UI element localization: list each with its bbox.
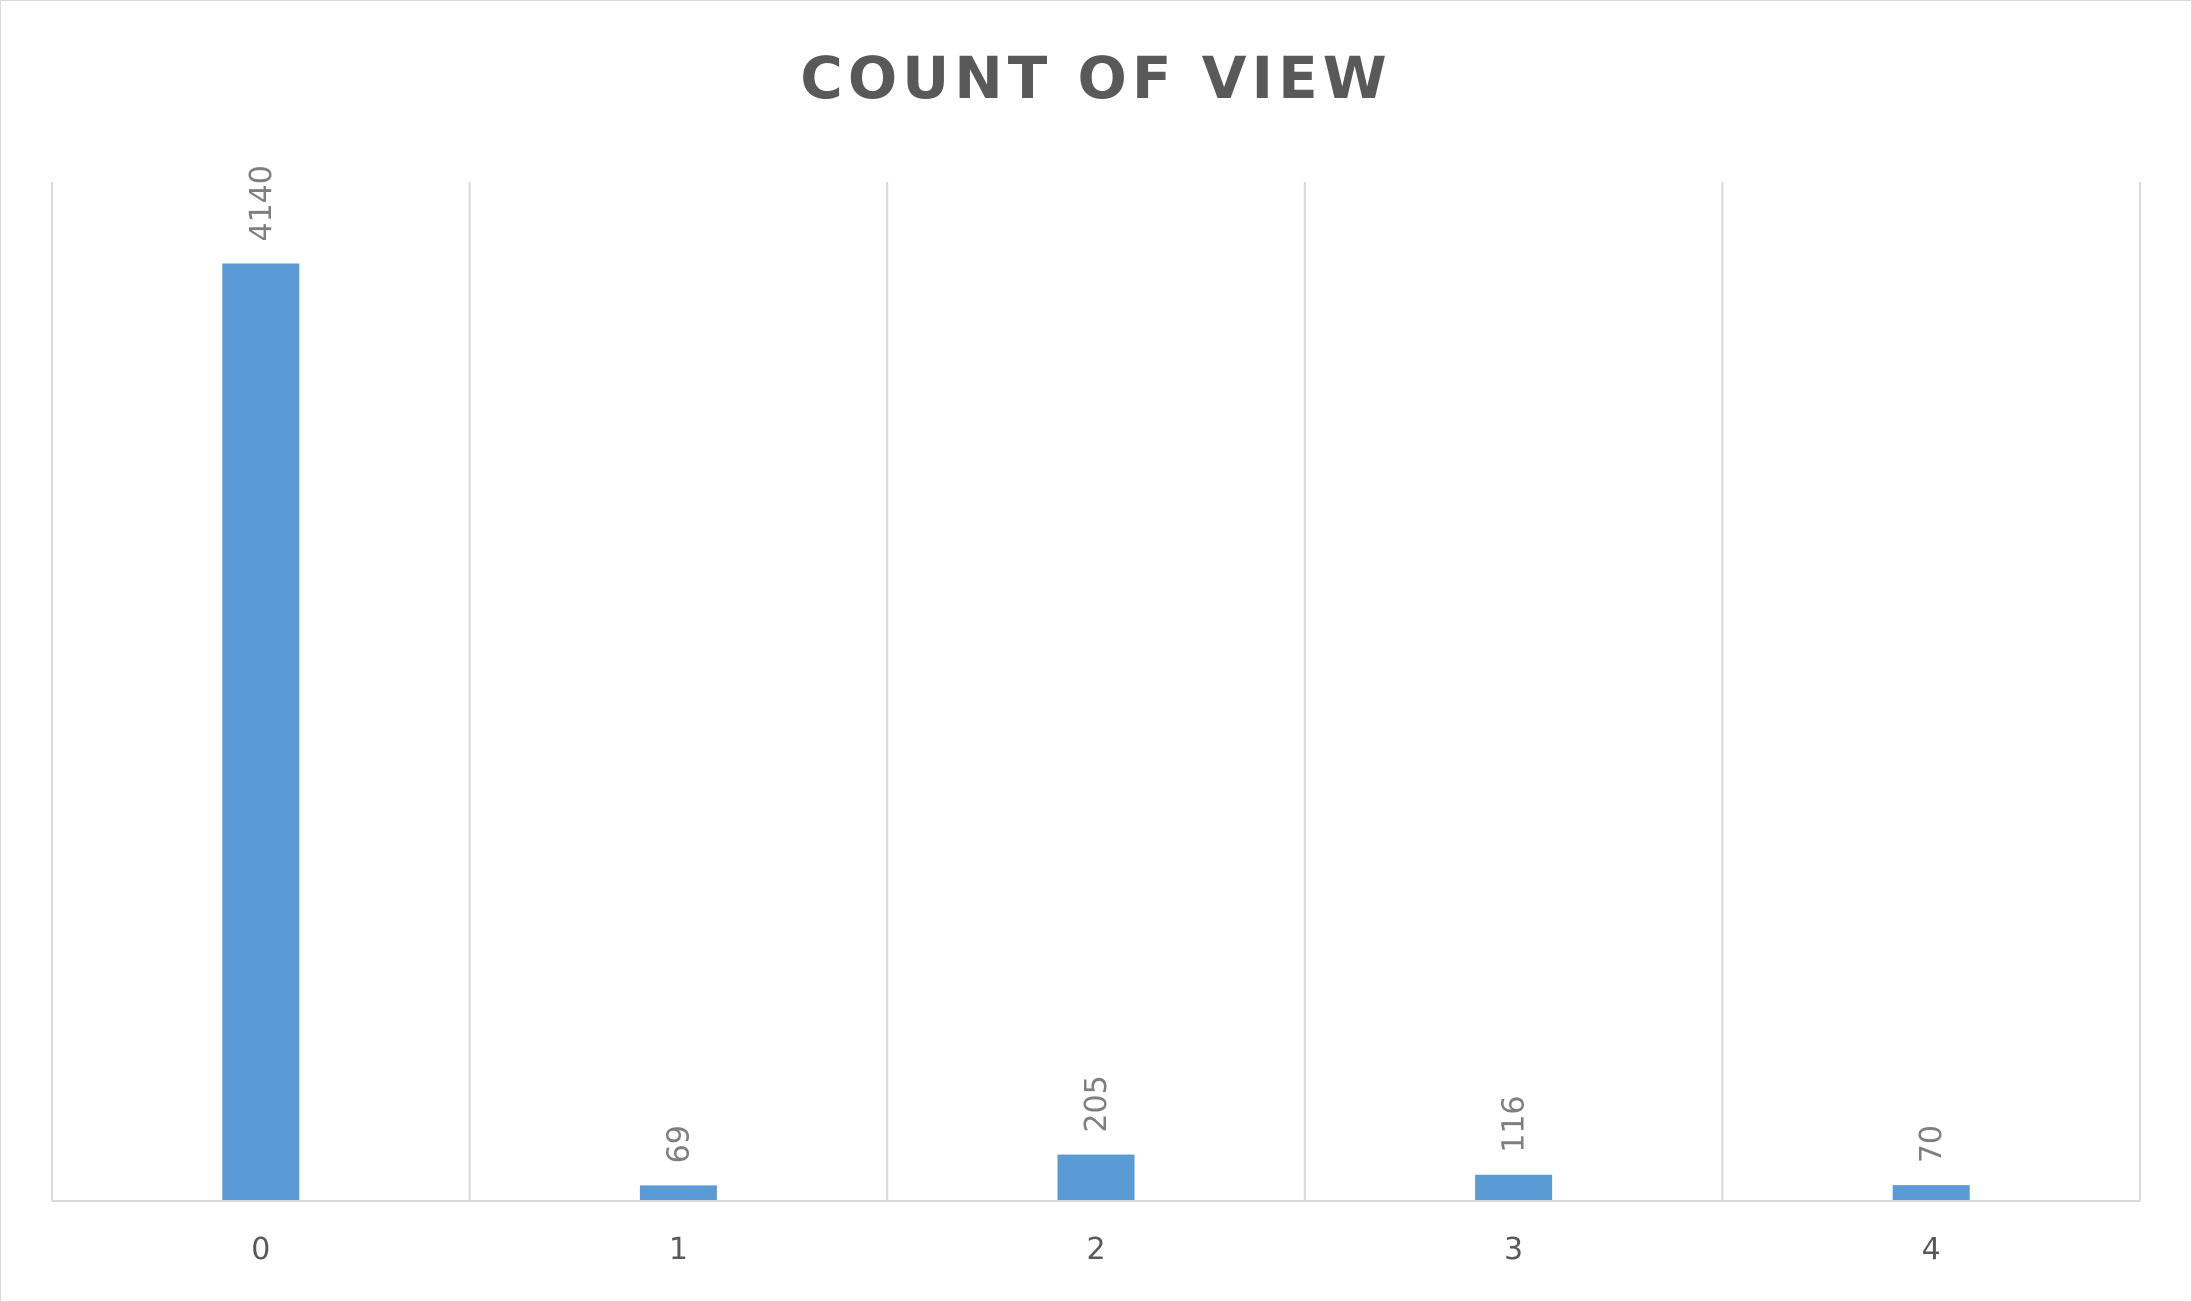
bar-3 [1475,1174,1553,1201]
bar-1 [639,1185,717,1201]
x-tick-label-3: 3 [1504,1232,1523,1267]
bars [222,263,1970,1201]
x-tick-label-1: 1 [669,1232,688,1267]
x-tick-label-4: 4 [1922,1232,1941,1267]
x-tick-labels: 0 1 2 3 4 [251,1232,1940,1267]
data-labels: 4140 69 205 116 70 [244,165,1949,1163]
x-tick-label-2: 2 [1086,1232,1105,1267]
data-label-0: 4140 [244,165,279,241]
data-label-2: 205 [1079,1075,1114,1132]
data-label-3: 116 [1497,1095,1532,1152]
gridlines [51,182,2141,1201]
x-tick-label-0: 0 [251,1232,270,1267]
bar-4 [1892,1185,1970,1201]
bar-2 [1057,1154,1135,1201]
data-label-1: 69 [661,1125,696,1163]
data-label-4: 70 [1914,1125,1949,1163]
bar-0 [222,263,300,1201]
chart-title: COUNT OF VIEW [800,44,1392,112]
